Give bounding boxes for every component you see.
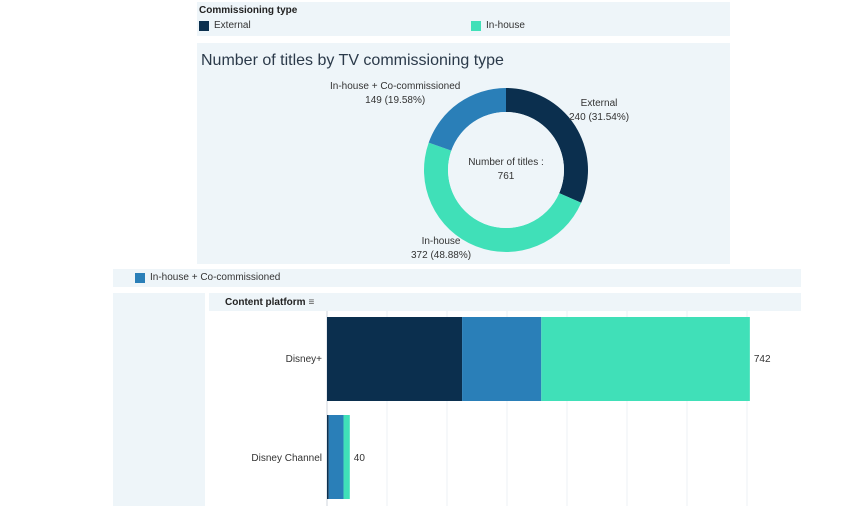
slice-value-in-house: 372 (48.88%) <box>411 250 472 261</box>
legend-label-coco: In-house + Co-commissioned <box>150 272 281 283</box>
legend-swatch-in-house <box>471 20 481 31</box>
bar-disney-channel-in-house[interactable] <box>343 415 350 499</box>
bar-left-blank-panel <box>113 293 205 506</box>
slice-name-external: External <box>580 98 618 109</box>
legend-swatch-coco <box>135 272 145 283</box>
content-platform-label: Content platform <box>225 297 306 308</box>
bar-chart: Disney+ Disney Channel 742 40 <box>209 311 801 506</box>
donut-chart-panel: Number of titles by TV commissioning typ… <box>197 43 730 264</box>
slice-label-in-house: In-house 372 (48.88%) <box>411 235 471 263</box>
bar-disney-plus-external[interactable] <box>327 317 463 401</box>
legend-item-coco[interactable]: In-house + Co-commissioned <box>135 272 280 283</box>
sort-descending-icon[interactable]: ≡ <box>308 297 315 308</box>
category-label-disney-channel: Disney Channel <box>251 453 322 464</box>
donut-chart-title: Number of titles by TV commissioning typ… <box>201 52 504 69</box>
slice-external[interactable] <box>506 88 588 203</box>
slice-name-coco: In-house + Co-commissioned <box>330 81 461 92</box>
bar-total-disney-plus: 742 <box>753 354 771 365</box>
bar-disney-plus-in-house[interactable] <box>541 317 750 401</box>
bar-disney-channel-coco[interactable] <box>328 415 344 499</box>
slice-name-in-house: In-house <box>421 236 461 247</box>
content-platform-header[interactable]: Content platform ≡ <box>225 297 314 308</box>
legend-label-in-house: In-house <box>486 20 525 31</box>
bar-disney-plus-coco[interactable] <box>462 317 542 401</box>
legend-title: Commissioning type <box>199 5 298 16</box>
donut-center-text: Number of titles : <box>468 157 544 168</box>
legend-swatch-external <box>199 20 209 31</box>
bar-disney-channel-external[interactable] <box>327 415 329 499</box>
slice-label-coco: In-house + Co-commissioned 149 (19.58%) <box>330 80 460 108</box>
legend-label-external: External <box>214 20 251 31</box>
category-label-disney-plus: Disney+ <box>285 354 322 365</box>
slice-coco[interactable] <box>428 88 506 151</box>
donut-hole <box>448 112 564 228</box>
legend-item-in-house[interactable]: In-house <box>471 20 525 31</box>
slice-value-external: 240 (31.54%) <box>569 112 630 123</box>
bar-chart-header: Content platform ≡ <box>209 293 801 311</box>
legend-item-external[interactable]: External <box>199 20 251 31</box>
donut-chart <box>424 88 588 252</box>
donut-center-label: Number of titles : 761 <box>451 156 561 184</box>
donut-center-value: 761 <box>497 171 515 182</box>
slice-in-house[interactable] <box>424 142 582 252</box>
bar-total-disney-channel: 40 <box>353 453 365 464</box>
slice-label-external: External 240 (31.54%) <box>569 97 629 125</box>
slice-value-coco: 149 (19.58%) <box>365 95 426 106</box>
bar-chart-svg <box>326 311 750 506</box>
coco-legend: In-house + Co-commissioned <box>113 269 801 287</box>
commissioning-type-legend: Commissioning type External In-house <box>197 2 730 36</box>
